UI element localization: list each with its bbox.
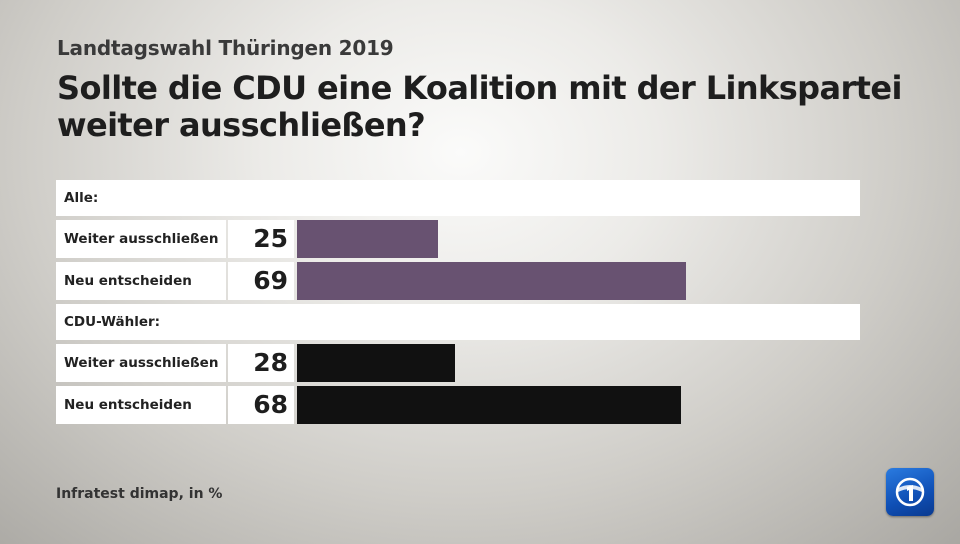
bar-value-cell: 69 <box>228 262 294 300</box>
bar-label: Neu entscheiden <box>64 273 192 289</box>
bar-value-label: 69 <box>253 266 288 295</box>
bar-value-label: 28 <box>253 348 288 377</box>
bar-value-cell: 25 <box>228 220 294 258</box>
bar-value-label: 25 <box>253 224 288 253</box>
bar-value-cell: 28 <box>228 344 294 382</box>
bar-row: Neu entscheiden 69 <box>56 262 860 300</box>
group-header: CDU-Wähler: <box>56 304 860 340</box>
chart-supertitle: Landtagswahl Thüringen 2019 <box>57 36 394 60</box>
bar-row: Neu entscheiden 68 <box>56 386 860 424</box>
bar-label-cell: Weiter ausschließen <box>56 220 226 258</box>
bar-label-cell: Weiter ausschließen <box>56 344 226 382</box>
bar-label-cell: Neu entscheiden <box>56 262 226 300</box>
bar-label: Weiter ausschließen <box>64 231 219 247</box>
group-header-label: Alle: <box>64 190 99 206</box>
chart-title: Sollte die CDU eine Koalition mit der Li… <box>57 69 902 144</box>
bar-label: Neu entscheiden <box>64 397 192 413</box>
bar-label: Weiter ausschließen <box>64 355 219 371</box>
bar <box>297 220 438 258</box>
bar <box>297 386 681 424</box>
broadcaster-logo-icon <box>886 468 934 516</box>
bar <box>297 344 455 382</box>
source-note: Infratest dimap, in % <box>56 486 223 502</box>
bar-label-cell: Neu entscheiden <box>56 386 226 424</box>
group-header: Alle: <box>56 180 860 216</box>
bar-value-label: 68 <box>253 390 288 419</box>
bar-row: Weiter ausschließen 25 <box>56 220 860 258</box>
bar-value-cell: 68 <box>228 386 294 424</box>
bar <box>297 262 687 300</box>
bar-row: Weiter ausschließen 28 <box>56 344 860 382</box>
group-header-label: CDU-Wähler: <box>64 314 161 330</box>
